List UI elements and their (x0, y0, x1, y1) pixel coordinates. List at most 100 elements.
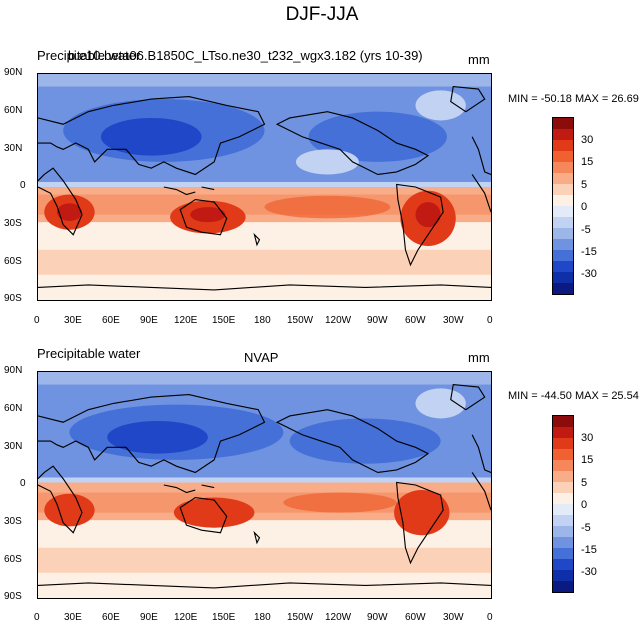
lat-tick-label: 0 (20, 478, 26, 489)
panel-units: mm (468, 52, 490, 67)
lon-tick-label: 0 (34, 315, 40, 326)
lat-tick-label: 60S (4, 256, 22, 267)
lon-tick-label: 90W (367, 315, 388, 326)
panel-left-label: Precipitable water (37, 48, 141, 63)
min-max-stats: MIN = -50.18 MAX = 26.69 (508, 93, 639, 105)
panel-units: mm (468, 350, 490, 365)
lon-tick-label: 150W (287, 612, 314, 623)
colorbar-label: -30 (581, 566, 597, 578)
map-plot-model (37, 73, 492, 301)
colorbar-label: 30 (581, 432, 594, 444)
lat-tick-label: 90S (4, 591, 22, 602)
colorbar-label: 0 (581, 499, 588, 511)
colorbar-swatch (553, 272, 573, 283)
figure-title: DJF-JJA (285, 4, 359, 25)
lat-tick-label: 60N (4, 105, 23, 116)
lon-tick-label: 0 (487, 315, 493, 326)
colorbar-swatch (553, 283, 573, 294)
colorbar-swatch (553, 228, 573, 239)
colorbar-swatch (553, 239, 573, 250)
colorbar-swatch (553, 250, 573, 261)
colorbar-swatch (553, 449, 573, 460)
colorbar-swatch (553, 118, 573, 129)
colorbar-swatch (553, 493, 573, 504)
colorbar-label: 15 (581, 156, 594, 168)
lon-tick-label: 90W (367, 612, 388, 623)
colorbar-swatch (553, 515, 573, 526)
lon-tick-label: 90E (140, 315, 158, 326)
colorbar-swatch (553, 570, 573, 581)
colorbar-swatch (553, 206, 573, 217)
colorbar-swatch (553, 548, 573, 559)
lon-tick-label: 150E (212, 315, 236, 326)
lon-tick-label: 120E (174, 612, 198, 623)
lon-tick-label: 30E (64, 612, 82, 623)
lon-tick-label: 180 (254, 315, 271, 326)
lat-tick-label: 30N (4, 143, 23, 154)
colorbar-label: -5 (581, 522, 591, 534)
colorbar-swatch (553, 184, 573, 195)
lat-tick-label: 30S (4, 218, 22, 229)
colorbar-swatch (553, 526, 573, 537)
lat-tick-label: 30S (4, 516, 22, 527)
lon-tick-label: 60E (102, 612, 120, 623)
colorbar-label: 15 (581, 454, 594, 466)
colorbar-label: 30 (581, 134, 594, 146)
colorbar-label: 0 (581, 201, 588, 213)
colorbar-swatch (553, 537, 573, 548)
colorbar-swatch (553, 261, 573, 272)
colorbar-swatch (553, 504, 573, 515)
colorbar-swatch (553, 151, 573, 162)
lon-tick-label: 60W (405, 612, 426, 623)
colorbar-obs (552, 415, 574, 593)
colorbar-swatch (553, 416, 573, 427)
lat-tick-label: 60N (4, 403, 23, 414)
lat-tick-label: 90N (4, 67, 23, 78)
panel-case-label: b.e10.beta06.B1850C_LTso.ne30_t232_wgx3.… (68, 48, 423, 63)
map-plot-obs (37, 371, 492, 599)
lon-tick-label: 150W (287, 315, 314, 326)
lon-tick-label: 120E (174, 315, 198, 326)
lon-tick-label: 180 (254, 612, 271, 623)
lon-tick-label: 30E (64, 315, 82, 326)
colorbar-label: -15 (581, 246, 597, 258)
lon-tick-label: 0 (487, 612, 493, 623)
colorbar-swatch (553, 482, 573, 493)
lat-tick-label: 60S (4, 554, 22, 565)
colorbar-swatch (553, 140, 573, 151)
lon-tick-label: 60E (102, 315, 120, 326)
lon-tick-label: 30W (443, 612, 464, 623)
panel-left-label: Precipitable water (37, 346, 141, 361)
colorbar-label: -30 (581, 268, 597, 280)
min-max-stats: MIN = -44.50 MAX = 25.54 (508, 390, 639, 402)
colorbar-label: 5 (581, 477, 588, 489)
colorbar-swatch (553, 195, 573, 206)
lat-tick-label: 0 (20, 180, 26, 191)
colorbar-swatch (553, 460, 573, 471)
lat-tick-label: 90N (4, 365, 23, 376)
field-map-model (38, 74, 491, 300)
colorbar-model (552, 117, 574, 295)
lon-tick-label: 120W (325, 612, 352, 623)
lat-tick-label: 90S (4, 293, 22, 304)
colorbar-swatch (553, 427, 573, 438)
lon-tick-label: 0 (34, 612, 40, 623)
colorbar-swatch (553, 173, 573, 184)
colorbar-swatch (553, 559, 573, 570)
lon-tick-label: 150E (212, 612, 236, 623)
panel-center-label: NVAP (244, 350, 279, 365)
field-map-obs (38, 372, 491, 598)
colorbar-label: 5 (581, 179, 588, 191)
colorbar-swatch (553, 438, 573, 449)
lon-tick-label: 120W (325, 315, 352, 326)
colorbar-swatch (553, 471, 573, 482)
colorbar-swatch (553, 162, 573, 173)
lon-tick-label: 90E (140, 612, 158, 623)
colorbar-swatch (553, 217, 573, 228)
lat-tick-label: 30N (4, 441, 23, 452)
colorbar-label: -5 (581, 224, 591, 236)
colorbar-swatch (553, 581, 573, 592)
lon-tick-label: 30W (443, 315, 464, 326)
colorbar-swatch (553, 129, 573, 140)
colorbar-label: -15 (581, 544, 597, 556)
